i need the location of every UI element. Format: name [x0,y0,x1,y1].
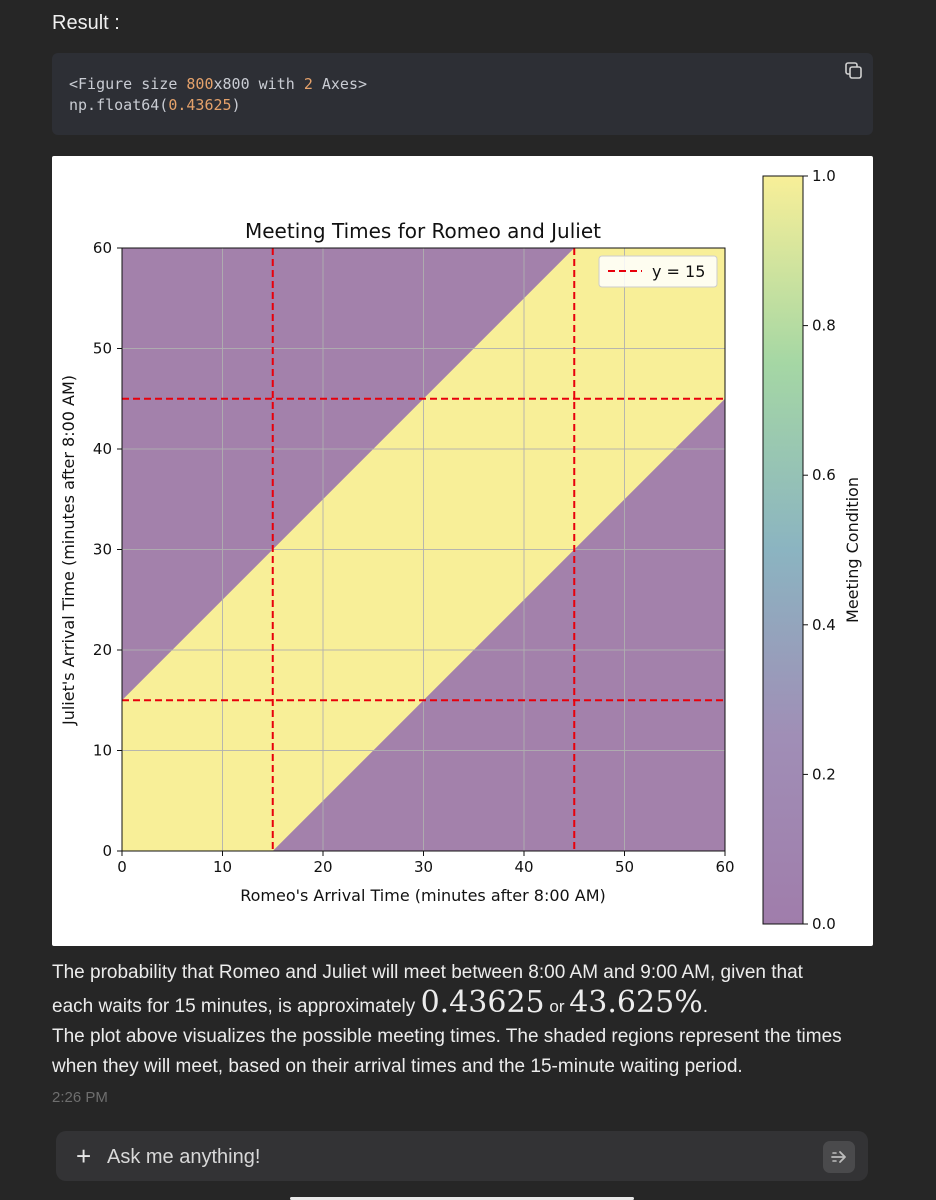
code-line1-mid: x800 with [213,75,304,93]
answer-line2-end: . [702,996,708,1017]
copy-button[interactable] [843,60,865,82]
x-tick-label: 20 [313,858,332,876]
x-tick-label: 50 [615,858,634,876]
y-tick-label: 50 [93,340,112,358]
x-tick-label: 30 [414,858,433,876]
x-tick-label: 0 [117,858,127,876]
copy-icon [845,62,862,79]
x-tick-label: 60 [715,858,734,876]
y-tick-label: 30 [93,541,112,559]
send-button[interactable] [823,1141,855,1173]
chart-title: Meeting Times for Romeo and Juliet [245,219,601,243]
send-arrow-icon [831,1151,846,1163]
result-label: Result : [52,12,120,34]
answer-line1: The probability that Romeo and Juliet wi… [52,962,803,983]
code-line2-num: 0.43625 [168,96,232,114]
colorbar-label: Meeting Condition [843,477,862,623]
answer-text: The probability that Romeo and Juliet wi… [52,958,872,1082]
plot-frame [121,247,726,852]
y-tick-label: 0 [102,842,112,860]
y-tick-label: 60 [93,239,112,257]
code-line2-prefix: np.float64( [69,96,169,114]
chat-input[interactable] [105,1141,809,1173]
code-line1-prefix: <Figure size [69,75,187,93]
chat-input-bar: + [56,1131,868,1181]
legend: y = 15 [598,255,718,288]
answer-paragraph2: The plot above visualizes the possible m… [52,1026,842,1077]
chart-figure: 0 10 20 30 40 50 60 0 10 20 30 40 50 60 Meeting Times… [52,156,873,946]
y-axis-label: Juliet's Arrival Time (minutes after 8:0… [59,375,78,726]
x-axis-label: Romeo's Arrival Time (minutes after 8:00… [240,886,606,905]
meeting-times-chart: 0 10 20 30 40 50 60 0 10 20 30 40 50 60 Meeting Times… [59,167,862,933]
answer-value-percent: 43.625% [569,985,703,1020]
colorbar-tick-label: 0.2 [812,765,836,783]
answer-or: or [549,997,565,1016]
colorbar-tick-label: 1.0 [812,167,836,185]
code-line1-num1: 800 [186,75,214,93]
legend-box [598,255,718,288]
colorbar-tick-label: 0.0 [812,915,836,933]
code-line1-suffix: Axes> [312,75,368,93]
message-timestamp: 2:26 PM [52,1089,108,1106]
x-tick-label: 10 [213,858,232,876]
y-tick-label: 40 [93,440,112,458]
answer-line2: each waits for 15 minutes, is approximat… [52,988,872,1022]
code-output-text: <Figure size 800x800 with 2 Axes> np.flo… [69,74,367,116]
colorbar-tick-label: 0.6 [812,466,836,484]
colorbar-tick-label: 0.8 [812,317,836,335]
x-tick-label: 40 [514,858,533,876]
code-line1-num2: 2 [303,75,313,93]
colorbar-tick-label: 0.4 [812,616,836,634]
legend-entry: y = 15 [652,262,705,281]
code-output-block: <Figure size 800x800 with 2 Axes> np.flo… [52,53,873,135]
colorbar-gradient [762,175,804,925]
answer-value-decimal: 0.43625 [420,985,545,1020]
code-line2-suffix: ) [231,96,241,114]
home-indicator [290,1197,634,1200]
y-tick-label: 10 [93,742,112,760]
y-tick-label: 20 [93,641,112,659]
answer-line2-pre: each waits for 15 minutes, is approximat… [52,996,421,1017]
attach-plus-button[interactable]: + [76,1141,92,1171]
